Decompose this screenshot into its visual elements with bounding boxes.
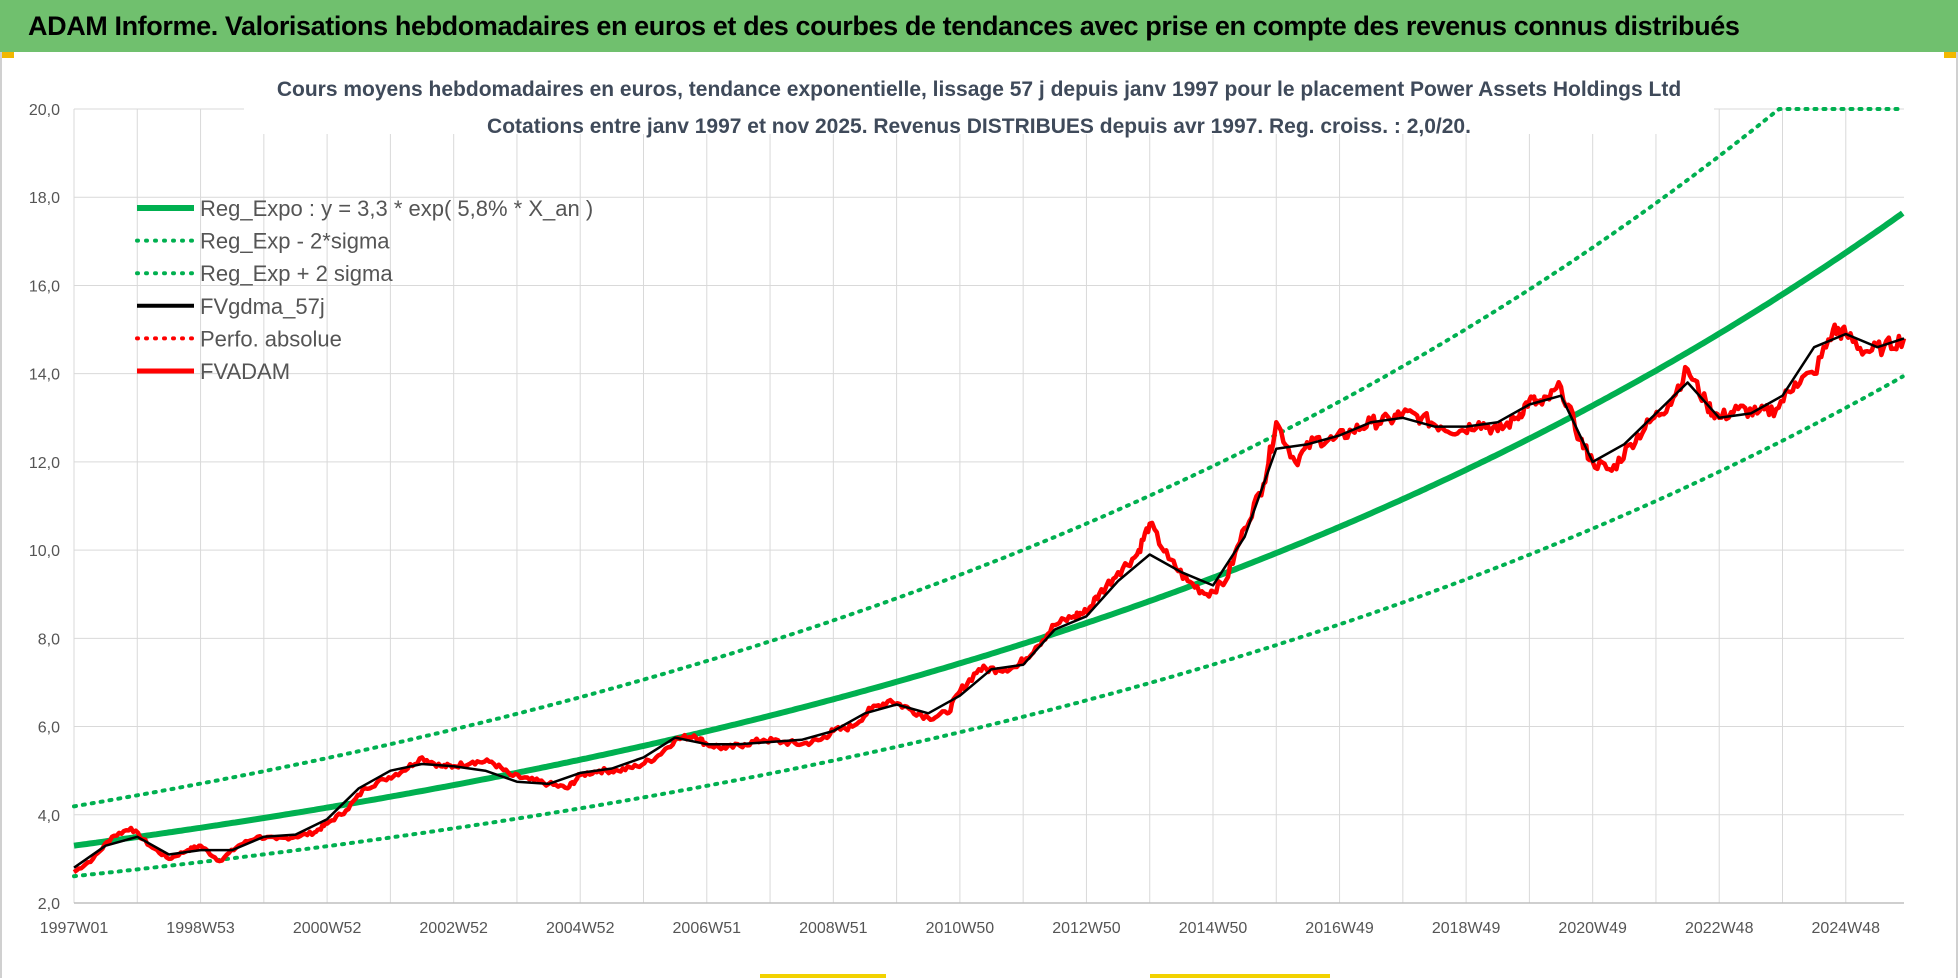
x-tick-label: 1998W53: [166, 920, 235, 937]
axis-labels: 2,0 4,0 6,0 8,0 10,0 12,0 14,0 16,0 18,0 20,0 1997…: [29, 102, 1880, 937]
series-fvgdma-line: [73, 332, 1905, 869]
y-tick-label: 8,0: [38, 631, 60, 648]
series-fvadam-line: [72, 322, 1907, 874]
chart-title-background: [244, 58, 1714, 134]
bottom-marker-1: [760, 974, 886, 978]
legend: Reg_Expo : y = 3,3 * exp( 5,8% * X_an ) R…: [135, 196, 593, 384]
x-tick-label: 2024W48: [1812, 920, 1881, 937]
legend-label: Reg_Expo : y = 3,3 * exp( 5,8% * X_an ): [200, 196, 593, 221]
chart-title-line-2: Cotations entre janv 1997 et nov 2025. R…: [487, 115, 1471, 138]
legend-label: FVgdma_57j: [200, 294, 325, 319]
chart-area: 2,0 4,0 6,0 8,0 10,0 12,0 14,0 16,0 18,0 20,0 1997…: [0, 52, 1958, 978]
chart-svg: 2,0 4,0 6,0 8,0 10,0 12,0 14,0 16,0 18,0 20,0 1997…: [29, 58, 1907, 937]
trend-upper-line: [72, 107, 1905, 809]
legend-label: Reg_Exp + 2 sigma: [200, 261, 393, 286]
bottom-marker-2: [1150, 974, 1330, 978]
x-tick-label: 2020W49: [1558, 920, 1627, 937]
x-tick-label: 2022W48: [1685, 920, 1754, 937]
y-tick-label: 10,0: [29, 543, 60, 560]
x-tick-label: 2016W49: [1305, 920, 1374, 937]
x-tick-label: 2014W50: [1179, 920, 1248, 937]
x-tick-label: 2006W51: [673, 920, 742, 937]
banner-title: ADAM Informe. Valorisations hebdomadaire…: [28, 10, 1740, 41]
y-tick-label: 12,0: [29, 455, 60, 472]
y-tick-label: 16,0: [29, 278, 60, 295]
x-tick-label: 1997W01: [40, 920, 109, 937]
y-tick-label: 4,0: [38, 808, 60, 825]
x-tick-label: 2008W51: [799, 920, 868, 937]
chart-title-line-1: Cours moyens hebdomadaires en euros, ten…: [277, 78, 1681, 101]
legend-label: FVADAM: [200, 359, 290, 384]
x-tick-label: 2018W49: [1432, 920, 1501, 937]
corner-marker-right: [1944, 52, 1958, 58]
y-tick-label: 2,0: [38, 896, 60, 913]
x-tick-label: 2000W52: [293, 920, 362, 937]
legend-label: Reg_Exp - 2*sigma: [200, 229, 390, 254]
trend-lower-line: [72, 374, 1905, 879]
legend-label: Perfo. absolue: [200, 326, 342, 351]
series-layer: [72, 107, 1907, 879]
y-tick-label: 18,0: [29, 190, 60, 207]
x-tick-label: 2012W50: [1052, 920, 1121, 937]
banner: ADAM Informe. Valorisations hebdomadaire…: [0, 0, 1958, 52]
x-tick-label: 2002W52: [419, 920, 488, 937]
corner-marker-left: [0, 52, 14, 58]
x-tick-label: 2004W52: [546, 920, 615, 937]
y-tick-label: 14,0: [29, 367, 60, 384]
y-tick-label: 6,0: [38, 720, 60, 737]
x-tick-label: 2010W50: [926, 920, 995, 937]
y-tick-label: 20,0: [29, 102, 60, 119]
trend-main-line: [73, 210, 1905, 849]
